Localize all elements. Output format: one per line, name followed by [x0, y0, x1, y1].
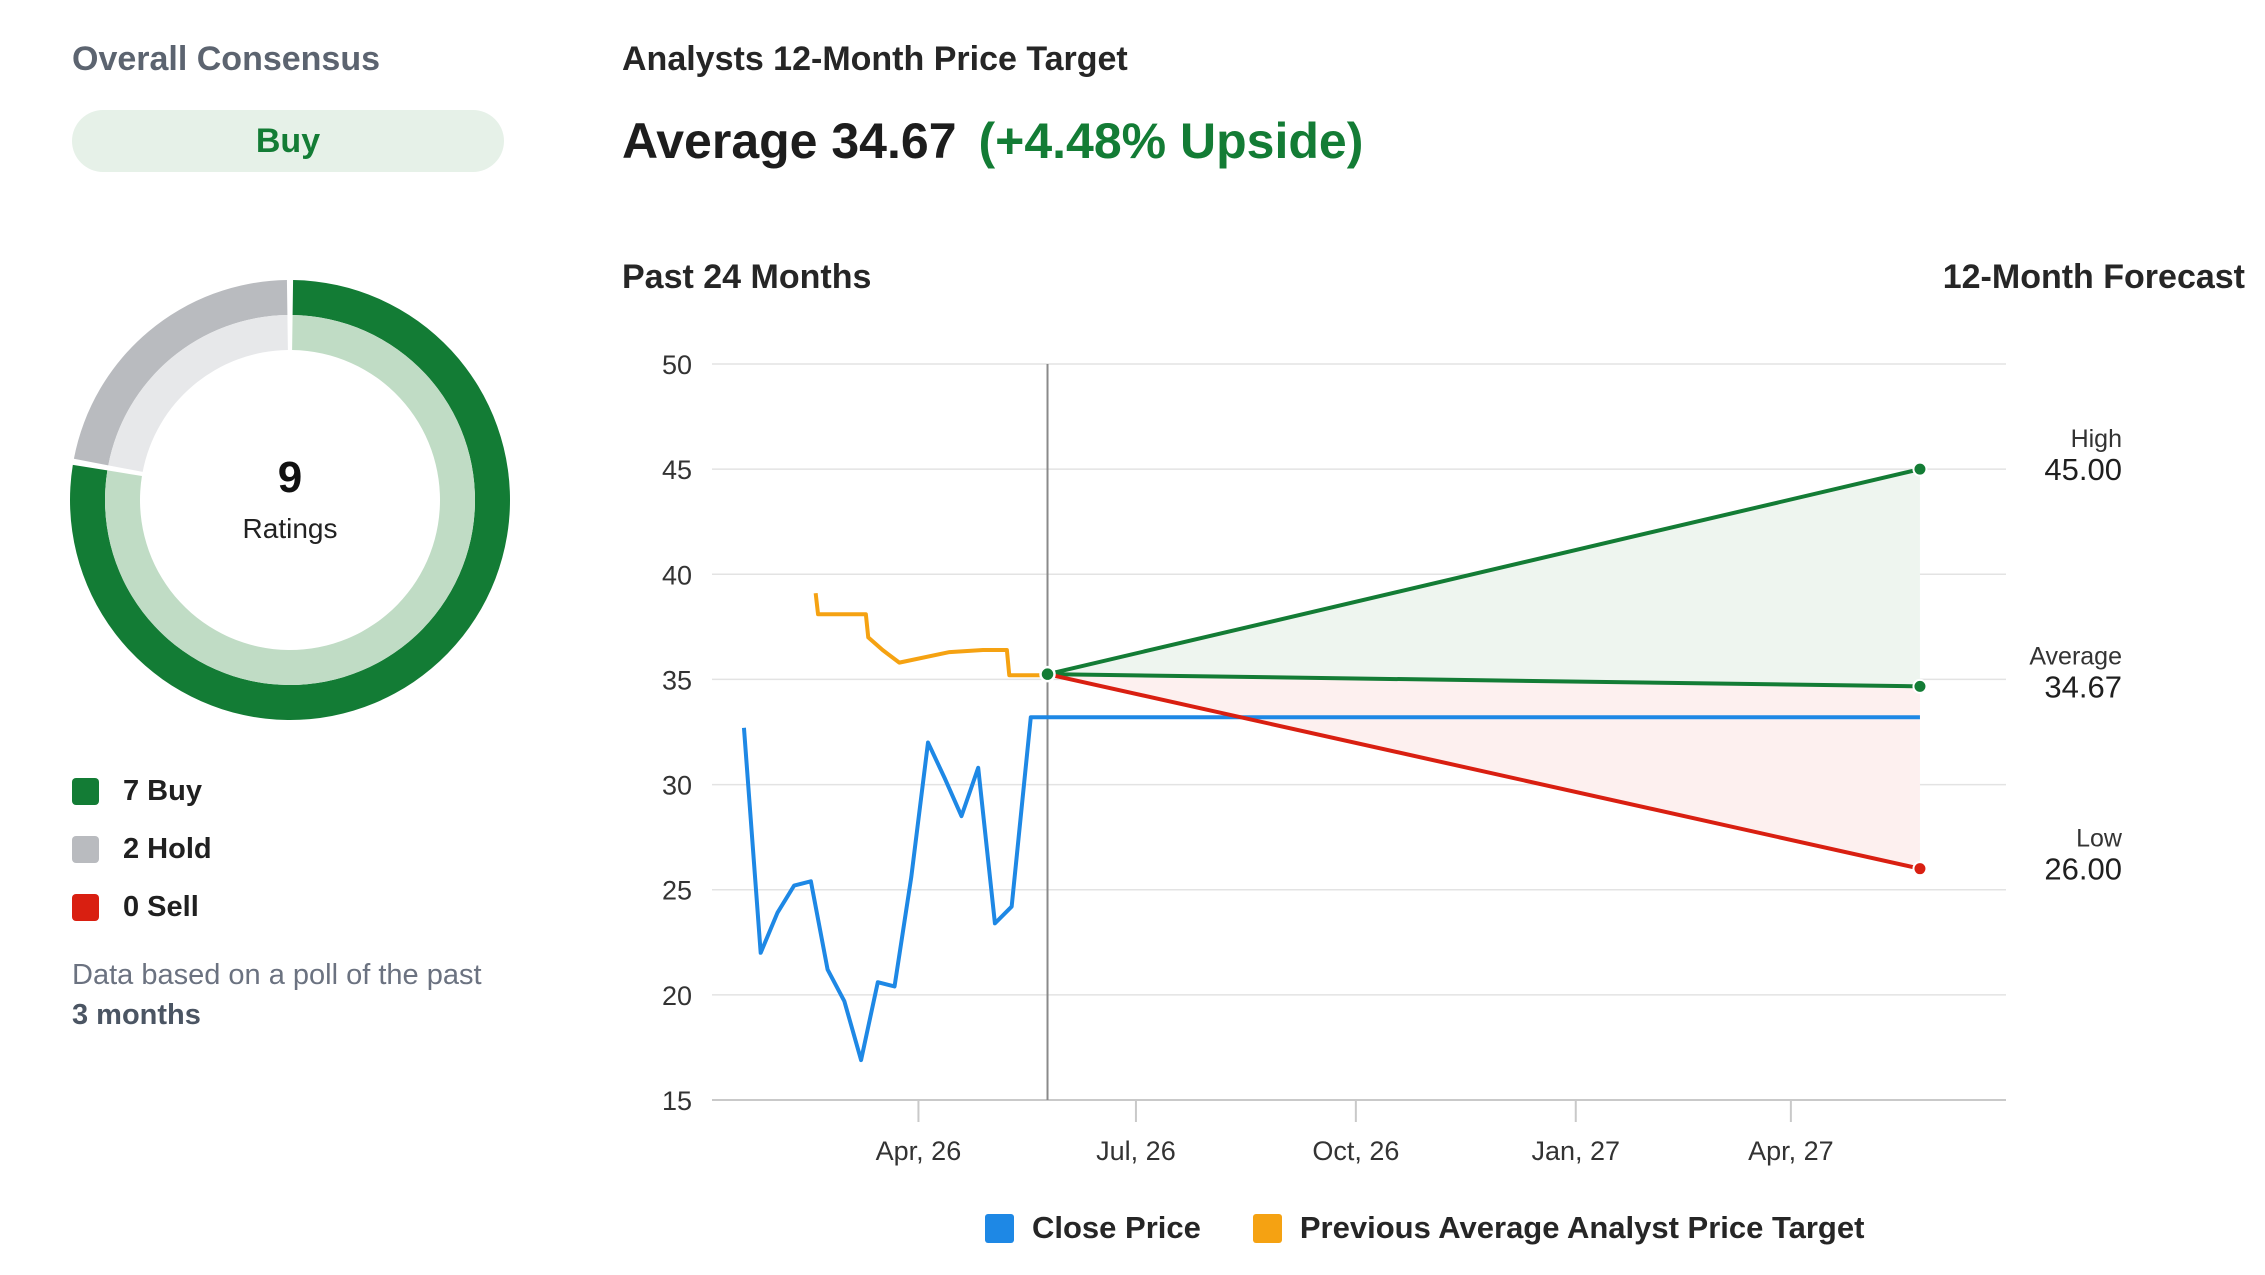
forecast-high-point[interactable]: [1912, 461, 1928, 477]
y-tick-label: 15: [662, 1086, 692, 1116]
average-target-line: Average 34.67 (+4.48% Upside): [622, 112, 1363, 170]
donut-inner-segment-hold: [108, 315, 288, 472]
poll-note: Data based on a poll of the past 3 month…: [72, 955, 502, 1035]
x-tick-label: Jan, 27: [1531, 1136, 1620, 1166]
previous-target-swatch: [1252, 1213, 1282, 1243]
upside-percent: (+4.48% Upside): [978, 113, 1364, 169]
ratings-legend: 7 Buy 2 Hold 0 Sell: [72, 762, 212, 936]
y-tick-label: 20: [662, 981, 692, 1011]
chart-legend-previous-target[interactable]: Previous Average Analyst Price Target: [1252, 1210, 1865, 1246]
forecast-average-value: 34.67: [2044, 669, 2122, 704]
sell-swatch: [72, 893, 99, 921]
consensus-heading: Overall Consensus: [72, 40, 381, 78]
x-tick-label: Jul, 26: [1096, 1136, 1176, 1166]
forecast-average-line[interactable]: [1047, 672, 1920, 689]
average-target-value: Average 34.67: [622, 113, 957, 169]
forecast-high-line[interactable]: [1047, 467, 1921, 677]
close-price-swatch: [985, 1213, 1014, 1243]
buy-swatch: [72, 777, 99, 805]
forecast-average-label: Average: [2029, 642, 2122, 670]
forecast-low-value: 26.00: [2044, 852, 2122, 887]
forecast-high-value: 45.00: [2044, 452, 2122, 487]
legend-label-hold: 2 Hold: [123, 832, 212, 865]
y-tick-label: 25: [662, 876, 692, 906]
x-tick-label: Apr, 26: [876, 1136, 962, 1166]
legend-item-buy: 7 Buy: [72, 762, 212, 820]
hold-swatch: [72, 835, 99, 863]
y-tick-label: 40: [662, 560, 692, 590]
chart-legend: Close Price Previous Average Analyst Pri…: [985, 1210, 1916, 1246]
poll-note-text: Data based on a poll of the past: [72, 959, 482, 991]
price-target-heading: Analysts 12-Month Price Target: [622, 40, 1128, 78]
ratings-donut-chart: 9 Ratings: [70, 280, 510, 720]
total-ratings-count: 9: [278, 453, 302, 502]
forecast-period-label: 12-Month Forecast: [1942, 258, 2245, 296]
forecast-start-point: [1039, 665, 1056, 683]
forecast-high-label: High: [2071, 425, 2122, 453]
past-period-label: Past 24 Months: [622, 258, 872, 296]
poll-note-period: 3 months: [72, 999, 201, 1031]
legend-item-hold: 2 Hold: [72, 820, 212, 878]
chart-legend-close-price[interactable]: Close Price: [985, 1210, 1201, 1246]
forecast-upside-area: [1047, 469, 1920, 687]
donut-segment-hold[interactable]: [73, 280, 288, 466]
y-tick-label: 30: [662, 771, 692, 801]
y-tick-label: 45: [662, 455, 692, 485]
y-tick-label: 50: [662, 350, 692, 380]
legend-label-buy: 7 Buy: [123, 774, 202, 807]
ratings-caption: Ratings: [243, 513, 338, 544]
x-tick-label: Oct, 26: [1312, 1136, 1399, 1166]
consensus-rating-badge: Buy: [72, 110, 504, 172]
legend-item-sell: 0 Sell: [72, 878, 212, 936]
chart-legend-previous-target-label: Previous Average Analyst Price Target: [1299, 1210, 1865, 1245]
y-tick-label: 35: [662, 665, 692, 695]
legend-label-sell: 0 Sell: [123, 890, 199, 923]
forecast-low-point[interactable]: [1912, 861, 1928, 877]
chart-legend-close-price-label: Close Price: [1032, 1210, 1201, 1245]
forecast-average-point[interactable]: [1912, 678, 1928, 694]
forecast-low-label: Low: [2076, 825, 2123, 853]
previous-target-line[interactable]: [813, 592, 1046, 678]
x-tick-label: Apr, 27: [1748, 1136, 1834, 1166]
close-price-line[interactable]: [741, 715, 1920, 1063]
forecast-low-line[interactable]: [1047, 672, 1921, 871]
